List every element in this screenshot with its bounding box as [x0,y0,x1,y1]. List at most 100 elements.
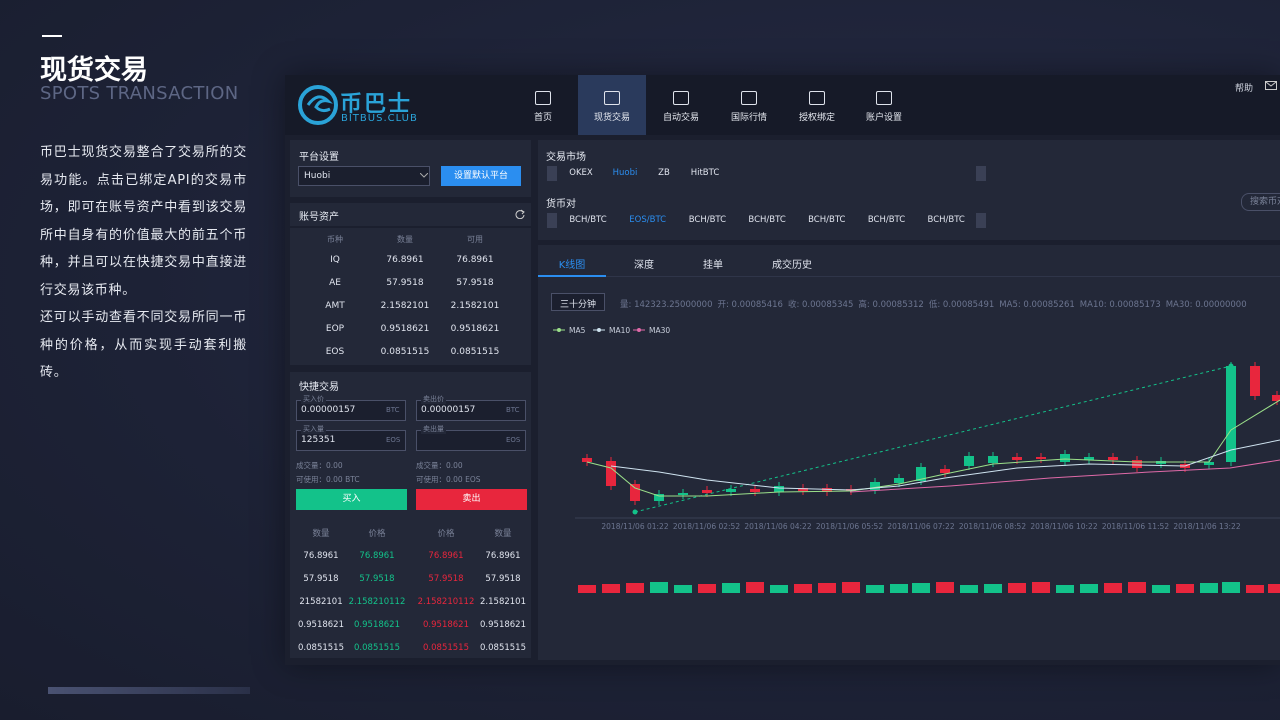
kline-chart: MA5 MA10 MA30 2018/11/06 01:22 2018/11/06 02… [553,326,1280,593]
input-box[interactable] [416,400,526,421]
pair-option[interactable]: BCH/BTC [748,215,786,225]
refresh-icon[interactable] [515,209,525,219]
book-cell: 76.8961 [428,551,464,561]
top-bar [285,75,1280,135]
x-tick-label: 2018/11/06 02:52 [673,522,740,531]
buy-button[interactable]: 买入 [296,489,407,510]
table-cell: 0.0851515 [380,347,430,357]
legend-label: MA10 [609,326,630,335]
table-cell: 76.8961 [386,255,424,265]
tab[interactable]: 成交历史 [772,260,812,271]
legend-dot [597,328,601,332]
nav-item[interactable]: 现货交易 [593,113,630,123]
exchange-option[interactable]: OKEX [569,168,593,178]
x-tick-label: 2018/11/06 10:22 [1030,522,1097,531]
input-value: 125351 [301,435,336,445]
table-cell: 0.9518621 [380,324,430,334]
input-label: 卖出量 [421,424,446,434]
input-box[interactable] [296,430,406,451]
x-tick-label: 2018/11/06 04:22 [744,522,811,531]
table-header: 币种 [327,235,343,244]
input-label: 卖出价 [421,394,446,404]
volume-bar [818,583,836,593]
scroll-arrow[interactable] [976,166,986,181]
candle [630,484,640,501]
scroll-arrow[interactable] [547,166,557,181]
book-cell: 21582101 [299,597,343,607]
pair-option[interactable]: EOS/BTC [629,215,667,225]
volume-bar [1128,582,1146,593]
nav-icon [876,91,892,105]
book-cell: 2.158210112 [417,597,475,607]
sell-button[interactable]: 卖出 [416,489,527,510]
candle [1084,457,1094,460]
volume-bar [770,585,788,593]
divider [290,226,531,228]
exchange-option[interactable]: ZB [658,168,670,178]
platform-select[interactable]: Huobi [298,166,430,186]
input-box[interactable] [296,400,406,421]
exchange-option[interactable]: HitBTC [690,168,720,178]
input-value: 0.00000157 [421,405,476,415]
input-box[interactable] [416,430,526,451]
tab-indicator [538,275,606,277]
volume-bar [626,583,644,593]
nav-item[interactable]: 授权绑定 [798,113,835,123]
nav-item[interactable]: 自动交易 [662,113,699,123]
volume-bar [984,584,1002,593]
info-item: 收: 0.00085345 [787,300,854,310]
exchange-option[interactable]: Huobi [612,168,638,178]
tab[interactable]: 深度 [634,260,654,271]
help-link[interactable]: 帮助 [1235,84,1254,94]
progress-bar [48,687,250,694]
pair-option[interactable]: BCH/BTC [808,215,846,225]
pair-option[interactable]: BCH/BTC [569,215,607,225]
select-arrow [420,173,428,178]
pair-option[interactable]: BCH/BTC [688,215,727,225]
candle [822,488,832,492]
pair-option[interactable]: BCH/BTC [867,215,906,225]
volume-bar [578,585,596,593]
tab[interactable]: K线图 [558,260,586,271]
interval-select[interactable]: 三十分钟 [551,293,605,311]
book-header: 价格 [437,529,455,539]
panel-title: 交易市场 [546,152,586,163]
candle [726,489,736,492]
candle [582,458,592,462]
volume-bar [746,582,764,593]
nav-item[interactable]: 国际行情 [730,113,767,123]
volume-bar [1268,584,1280,593]
panel-title: 平台设置 [299,152,339,163]
table-cell: 57.9518 [456,278,494,288]
nav-active-bg [578,75,646,135]
pair-search[interactable]: 搜索币对 [1241,193,1280,211]
book-cell: 2.1582101 [480,597,526,607]
table-header: 可用 [467,235,483,244]
nav-icon [604,91,620,105]
book-cell: 76.8961 [359,551,395,561]
volume-bar [842,582,860,593]
input-unit: EOS [386,436,401,444]
book-cell: 0.0851515 [354,643,400,653]
candle [750,489,760,492]
book-header: 数量 [312,529,330,539]
trend-line [634,365,1232,513]
scroll-arrow[interactable] [547,213,557,228]
pair-option[interactable]: BCH/BTC [927,215,965,225]
table-cell: 57.9518 [386,278,424,288]
nav-item[interactable]: 账户设置 [865,113,902,123]
ma10-line [610,439,1280,491]
book-cell: 0.9518621 [298,620,344,630]
candle [606,461,616,486]
x-tick-label: 2018/11/06 13:22 [1173,522,1240,531]
input-label: 买入价 [301,394,326,404]
mail-icon[interactable] [1265,81,1277,91]
default-platform-button[interactable]: 设置默认平台 [441,166,521,186]
table-cell: 76.8961 [456,255,494,265]
tab[interactable]: 挂单 [703,260,723,271]
nav-item[interactable]: 首页 [533,113,552,123]
candle [1226,366,1236,462]
scroll-arrow[interactable] [976,213,986,228]
assets-panel [290,203,531,365]
